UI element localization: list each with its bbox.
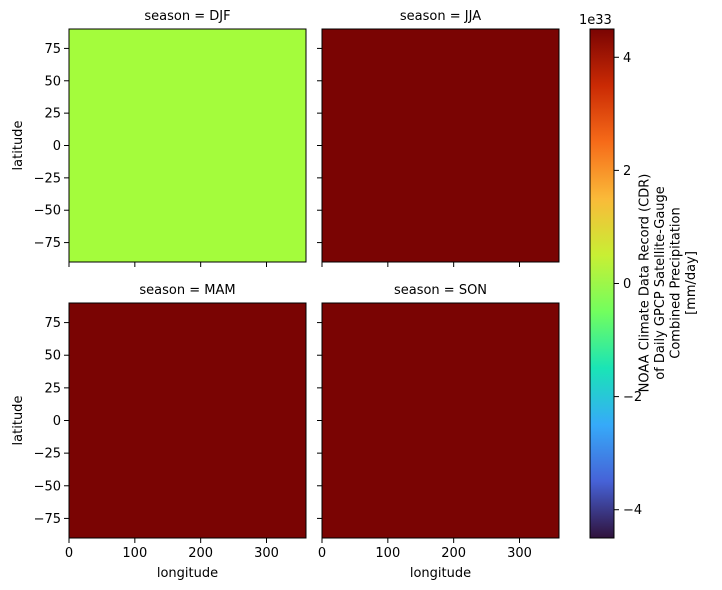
heatmap-cell-djf — [68, 28, 307, 263]
x-tick-label: 0 — [318, 546, 326, 561]
y-tick-label: 0 — [53, 414, 61, 429]
heatmap-cell-mam — [68, 302, 307, 539]
colorbar-tick-label: 0 — [623, 277, 631, 292]
x-tick-label: 100 — [122, 546, 147, 561]
x-axis-label: longitude — [410, 566, 471, 581]
colorbar-gradient — [589, 28, 615, 539]
y-tick-label: 50 — [44, 349, 61, 364]
colorbar-label: NOAA Climate Data Record (CDR)of Daily G… — [637, 174, 699, 393]
colorbar-tick-label: −2 — [623, 390, 642, 405]
facet-title: season = SON — [394, 283, 487, 298]
y-tick-label: −75 — [34, 236, 61, 251]
y-tick-label: 25 — [44, 107, 61, 122]
facet-title: season = JJA — [400, 9, 481, 24]
y-tick-label: 75 — [44, 42, 61, 57]
facet-son: season = SON 0 100 200 300 longitude — [317, 283, 560, 581]
facet-mam: season = MAM 0 100 200 300 longitude −75 −50 −25… — [11, 283, 307, 581]
x-tick-label: 200 — [441, 546, 466, 561]
heatmap-cell-son — [321, 302, 560, 539]
colorbar-ticks: −4 −2 0 2 4 — [614, 51, 642, 518]
colorbar-tick-label: −4 — [623, 503, 642, 518]
colorbar-label-line: NOAA Climate Data Record (CDR) — [637, 174, 652, 393]
facet-djf: season = DJF −75 −50 −25 0 25 50 75 latitude — [11, 9, 307, 267]
y-tick-label: −25 — [34, 447, 61, 462]
x-tick-label: 0 — [65, 546, 73, 561]
y-tick-label: −50 — [34, 204, 61, 219]
colorbar-label-line: Combined Precipitation — [668, 207, 683, 358]
y-tick-label: 0 — [53, 139, 61, 154]
x-tick-label: 100 — [375, 546, 400, 561]
y-axis-label: latitude — [11, 121, 26, 171]
facet-title: season = MAM — [139, 283, 235, 298]
x-tick-label: 300 — [254, 546, 279, 561]
y-tick-label: 75 — [44, 316, 61, 331]
x-tick-label: 300 — [507, 546, 532, 561]
y-tick-label: 25 — [44, 381, 61, 396]
facet-jja: season = JJA — [317, 9, 560, 267]
facet-panels: season = DJF−75−50−250255075latitudeseas… — [11, 9, 560, 581]
colorbar-tick-label: 2 — [623, 164, 631, 179]
x-tick-label: 200 — [188, 546, 213, 561]
colorbar-offset-text: 1e33 — [579, 13, 612, 28]
colorbar-tick-label: 4 — [623, 51, 631, 66]
colorbar: −4 −2 0 2 4 1e33 NOAA Climate Data Record (C… — [579, 13, 699, 539]
y-axis-label: latitude — [11, 396, 26, 446]
heatmap-cell-jja — [321, 28, 560, 263]
colorbar-label-line: of Daily GPCP Satellite-Gauge — [653, 186, 668, 380]
y-tick-label: 50 — [44, 74, 61, 89]
colorbar-label-line: [mm/day] — [684, 251, 699, 315]
facet-title: season = DJF — [144, 9, 230, 24]
y-tick-label: −25 — [34, 171, 61, 186]
y-tick-label: −50 — [34, 479, 61, 494]
x-axis-label: longitude — [157, 566, 218, 581]
y-tick-label: −75 — [34, 512, 61, 527]
